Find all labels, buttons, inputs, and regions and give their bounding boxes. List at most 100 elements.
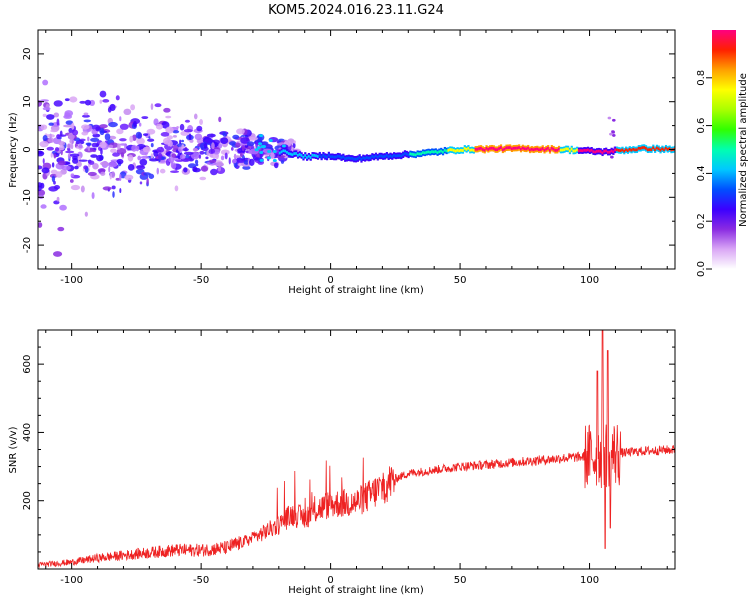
spectrogram-cell bbox=[40, 124, 48, 130]
spectrogram-cell bbox=[66, 143, 72, 149]
ridge-cell bbox=[382, 155, 385, 159]
ridge-cell bbox=[641, 146, 644, 150]
spectrogram-cell bbox=[38, 150, 43, 155]
y-tick-label: -20 bbox=[22, 237, 33, 253]
spectrogram-cell bbox=[203, 142, 208, 149]
ridge-cell bbox=[668, 147, 671, 151]
spectrogram-cell bbox=[181, 139, 185, 143]
ridge-cell bbox=[385, 153, 388, 157]
ridge-cell bbox=[302, 155, 305, 159]
spectrogram-cell bbox=[111, 185, 116, 190]
ridge-cell bbox=[652, 146, 655, 150]
ridge-cell bbox=[316, 155, 320, 158]
spectrogram-cell bbox=[163, 107, 171, 113]
ridge-cell bbox=[568, 149, 572, 153]
spectrogram-cell bbox=[155, 123, 163, 130]
spectrogram-cell bbox=[42, 79, 49, 86]
ridge-cell bbox=[554, 148, 557, 152]
ridge-cell bbox=[443, 148, 446, 152]
ridge-cell bbox=[503, 147, 506, 151]
ridge-cell bbox=[659, 148, 662, 152]
spectrogram-cell bbox=[104, 133, 111, 141]
spectrogram-cell bbox=[72, 129, 79, 136]
ridge-cell bbox=[605, 149, 608, 153]
ridge-cell bbox=[463, 146, 466, 150]
ridge-cell bbox=[588, 149, 591, 153]
spectrogram-cell bbox=[87, 146, 91, 152]
spectrogram-cell bbox=[64, 98, 70, 102]
spectrogram-cell bbox=[228, 157, 231, 165]
ridge-cell bbox=[619, 149, 622, 153]
spectrogram-cell bbox=[206, 162, 211, 165]
ridge-cell bbox=[538, 148, 541, 152]
ridge-cell bbox=[461, 149, 465, 152]
ridge-cell bbox=[657, 147, 660, 151]
spectrogram-cell bbox=[159, 168, 166, 174]
ridge-cell bbox=[389, 154, 392, 158]
spectrogram-cell bbox=[85, 142, 92, 146]
spectrogram-x-label: Height of straight line (km) bbox=[288, 285, 424, 296]
spectrogram-cell bbox=[143, 172, 151, 176]
ridge-cell bbox=[369, 156, 372, 160]
spectrogram-cell bbox=[256, 146, 261, 150]
ridge-cell bbox=[521, 146, 524, 150]
ridge-cell bbox=[324, 155, 327, 158]
ridge-cell bbox=[501, 148, 504, 152]
spectrogram-cell bbox=[46, 146, 54, 151]
ridge-cell bbox=[376, 155, 379, 159]
ridge-cell bbox=[505, 146, 508, 150]
ridge-cell bbox=[539, 148, 543, 152]
ridge-cell bbox=[634, 148, 637, 152]
x-tick-label: 0 bbox=[327, 575, 333, 586]
spectrogram-cell bbox=[70, 184, 81, 191]
spectrogram-cell bbox=[69, 153, 80, 157]
spectrogram-cell bbox=[199, 150, 205, 155]
x-tick-label: -50 bbox=[193, 275, 209, 286]
spectrogram-cell bbox=[42, 107, 51, 111]
spectrogram-cell bbox=[115, 95, 120, 101]
spectrogram-cell bbox=[292, 142, 296, 149]
spectrogram-cell bbox=[108, 166, 111, 173]
spectrogram-cell bbox=[148, 136, 151, 139]
ridge-cell bbox=[467, 146, 470, 150]
ridge-cell bbox=[608, 150, 611, 154]
ridge-cell bbox=[563, 148, 566, 151]
ridge-cell bbox=[393, 153, 396, 157]
ridge-cell bbox=[378, 154, 381, 158]
spectrogram-cell bbox=[262, 145, 267, 149]
y-tick-label: 0 bbox=[22, 146, 33, 152]
spectrogram-cell bbox=[139, 181, 143, 185]
spectrogram-cell bbox=[150, 153, 154, 160]
ridge-cell bbox=[333, 155, 336, 159]
spectrogram-cell bbox=[193, 113, 198, 120]
ridge-cell bbox=[603, 149, 606, 153]
ridge-cell bbox=[396, 154, 399, 158]
ridge-cell bbox=[557, 147, 561, 151]
spectrogram-cell bbox=[57, 160, 66, 166]
spectrogram-cell bbox=[119, 116, 122, 122]
spectrogram-cell bbox=[107, 161, 118, 168]
ridge-cell bbox=[585, 148, 588, 152]
ridge-cell bbox=[407, 153, 410, 157]
spectrogram-cell bbox=[119, 188, 122, 194]
spectrogram-cell bbox=[609, 132, 613, 136]
x-tick-label: 50 bbox=[454, 275, 467, 286]
ridge-cell bbox=[342, 155, 345, 159]
spectrogram-cell bbox=[259, 134, 264, 138]
ridge-cell bbox=[615, 148, 619, 152]
spectrogram-cell bbox=[127, 163, 135, 171]
y-tick-label: -10 bbox=[22, 189, 33, 205]
spectrogram-cell bbox=[150, 142, 154, 148]
ridge-cell bbox=[561, 148, 564, 152]
colorbar-tick-label: 0.0 bbox=[696, 261, 707, 277]
spectrogram-cell bbox=[38, 165, 43, 170]
spectrogram-cell bbox=[156, 146, 165, 153]
ridge-cell bbox=[570, 147, 573, 151]
spectrogram-cell bbox=[142, 133, 149, 137]
spectrogram-cell bbox=[135, 131, 142, 139]
ridge-cell bbox=[291, 153, 294, 157]
ridge-cell bbox=[543, 148, 546, 152]
spectrogram-cell bbox=[100, 148, 103, 156]
ridge-cell bbox=[387, 155, 390, 159]
spectrogram-cell bbox=[48, 122, 54, 126]
